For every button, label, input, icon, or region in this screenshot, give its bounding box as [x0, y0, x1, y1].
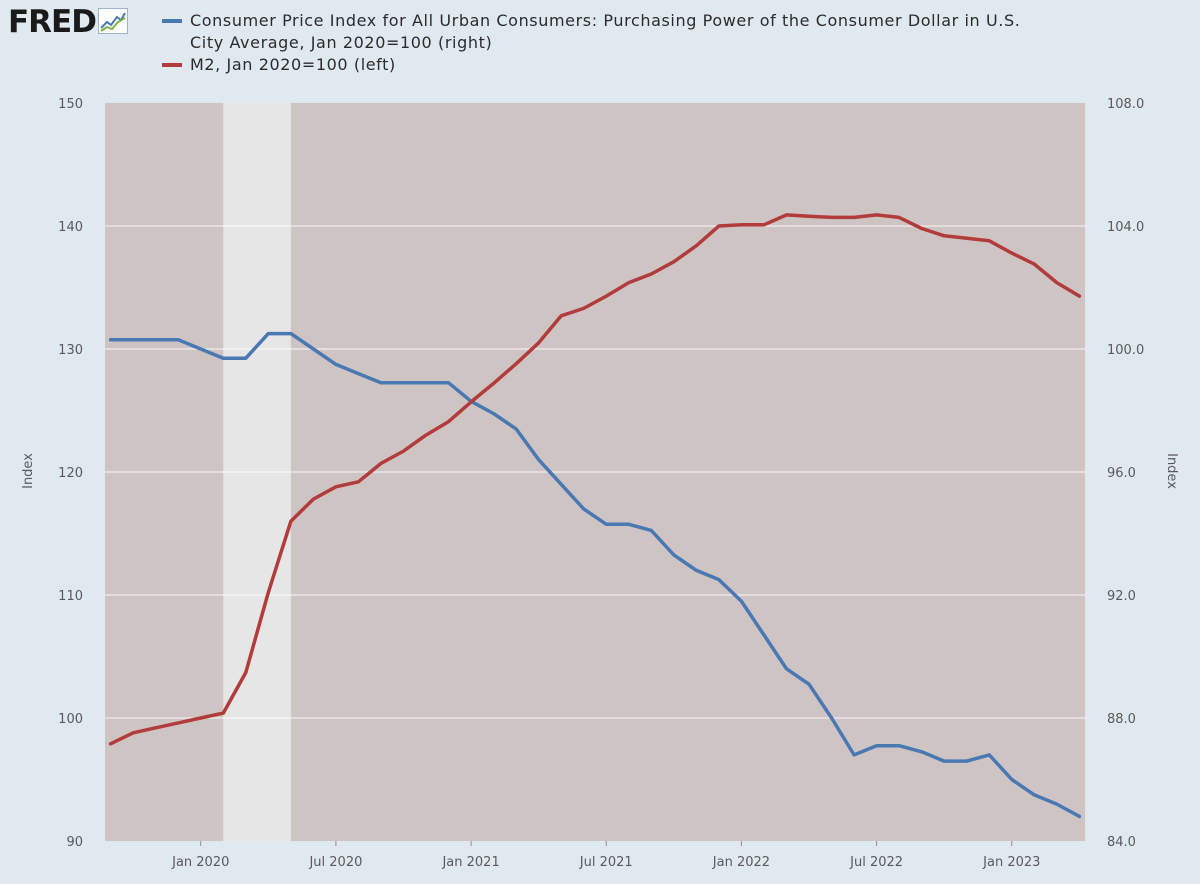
legend-item-m2[interactable]: M2, Jan 2020=100 (left)	[162, 54, 1042, 76]
legend-item-cpi[interactable]: Consumer Price Index for All Urban Consu…	[162, 10, 1042, 54]
fred-graph-icon	[97, 8, 128, 34]
legend-label-m2: M2, Jan 2020=100 (left)	[190, 55, 396, 74]
y-left-tick-label: 140	[58, 220, 83, 235]
series-layer	[108, 213, 1082, 819]
y-right-tick-label: 88.0	[1107, 712, 1136, 727]
y-right-tick-label: 100.0	[1107, 343, 1144, 358]
y-left-tick-label: 110	[58, 589, 83, 604]
x-tick-label: Jul 2021	[579, 855, 633, 870]
x-tick-label: Jan 2023	[982, 855, 1040, 870]
x-tick-label: Jan 2021	[441, 855, 499, 870]
legend-swatch-cpi	[162, 19, 182, 23]
series-line-m2	[108, 213, 1082, 746]
y-right-tick-label: 84.0	[1107, 835, 1136, 850]
y-left-tick-label: 150	[58, 97, 83, 112]
y-left-tick-label: 100	[58, 712, 83, 727]
x-tick-label: Jul 2020	[308, 855, 362, 870]
x-tick-label: Jan 2022	[712, 855, 770, 870]
y-axis-right-title: Index	[1164, 453, 1179, 489]
chart-legend: Consumer Price Index for All Urban Consu…	[162, 10, 1042, 76]
y-left-tick-label: 90	[66, 835, 83, 850]
legend-swatch-m2	[162, 63, 182, 67]
fred-logo[interactable]: FRED	[8, 6, 128, 38]
y-right-tick-label: 104.0	[1107, 220, 1144, 235]
y-right-tick-label: 108.0	[1107, 97, 1144, 112]
x-tick-label: Jul 2022	[849, 855, 903, 870]
legend-label-cpi: Consumer Price Index for All Urban Consu…	[190, 11, 1021, 52]
plot-layer	[105, 103, 1085, 841]
axis-layer: 90 100 110 120 130 140 150 84.0 88.0 92.0 96.0 100.…	[58, 97, 1144, 870]
y-right-tick-label: 92.0	[1107, 589, 1136, 604]
y-right-tick-label: 96.0	[1107, 466, 1136, 481]
x-tick-label: Jan 2020	[171, 855, 229, 870]
y-left-tick-label: 130	[58, 343, 83, 358]
y-left-tick-label: 120	[58, 466, 83, 481]
series-line-cpi	[108, 331, 1082, 819]
fred-logo-text: FRED	[8, 4, 97, 40]
y-axis-left-title: Index	[21, 453, 36, 489]
